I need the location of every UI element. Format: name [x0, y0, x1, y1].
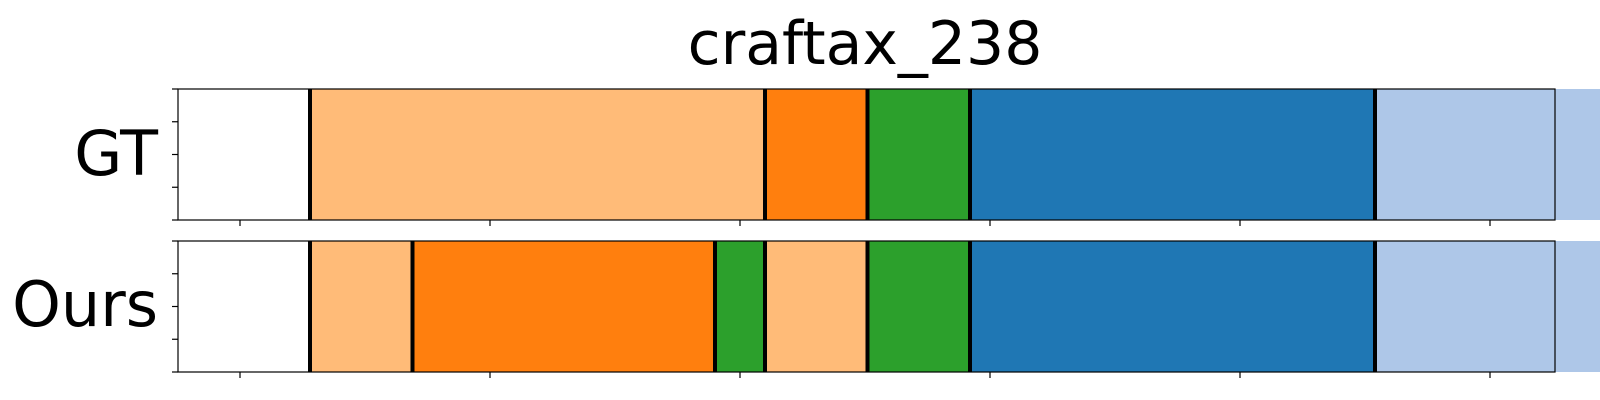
row-label-gt: GT	[74, 117, 159, 190]
segment-ours-5	[867, 241, 970, 372]
segment-ours-4	[765, 241, 868, 372]
row-ours: Ours	[12, 240, 1600, 378]
chart-title: craftax_238	[688, 9, 1043, 79]
row-gt: GT	[74, 88, 1600, 226]
row-label-ours: Ours	[12, 268, 158, 341]
segment-ours-6	[970, 241, 1375, 372]
segment-gt-1	[310, 89, 765, 220]
rows-layer: GT Ours	[12, 88, 1600, 378]
segment-gt-3	[867, 89, 970, 220]
segment-ours-1	[310, 241, 413, 372]
segment-gt-4	[970, 89, 1375, 220]
segment-ours-2	[412, 241, 715, 372]
segment-ours-7	[1375, 241, 1600, 372]
segment-gt-2	[765, 89, 868, 220]
segment-ours-3	[715, 241, 765, 372]
segment-gt-5	[1375, 89, 1600, 220]
